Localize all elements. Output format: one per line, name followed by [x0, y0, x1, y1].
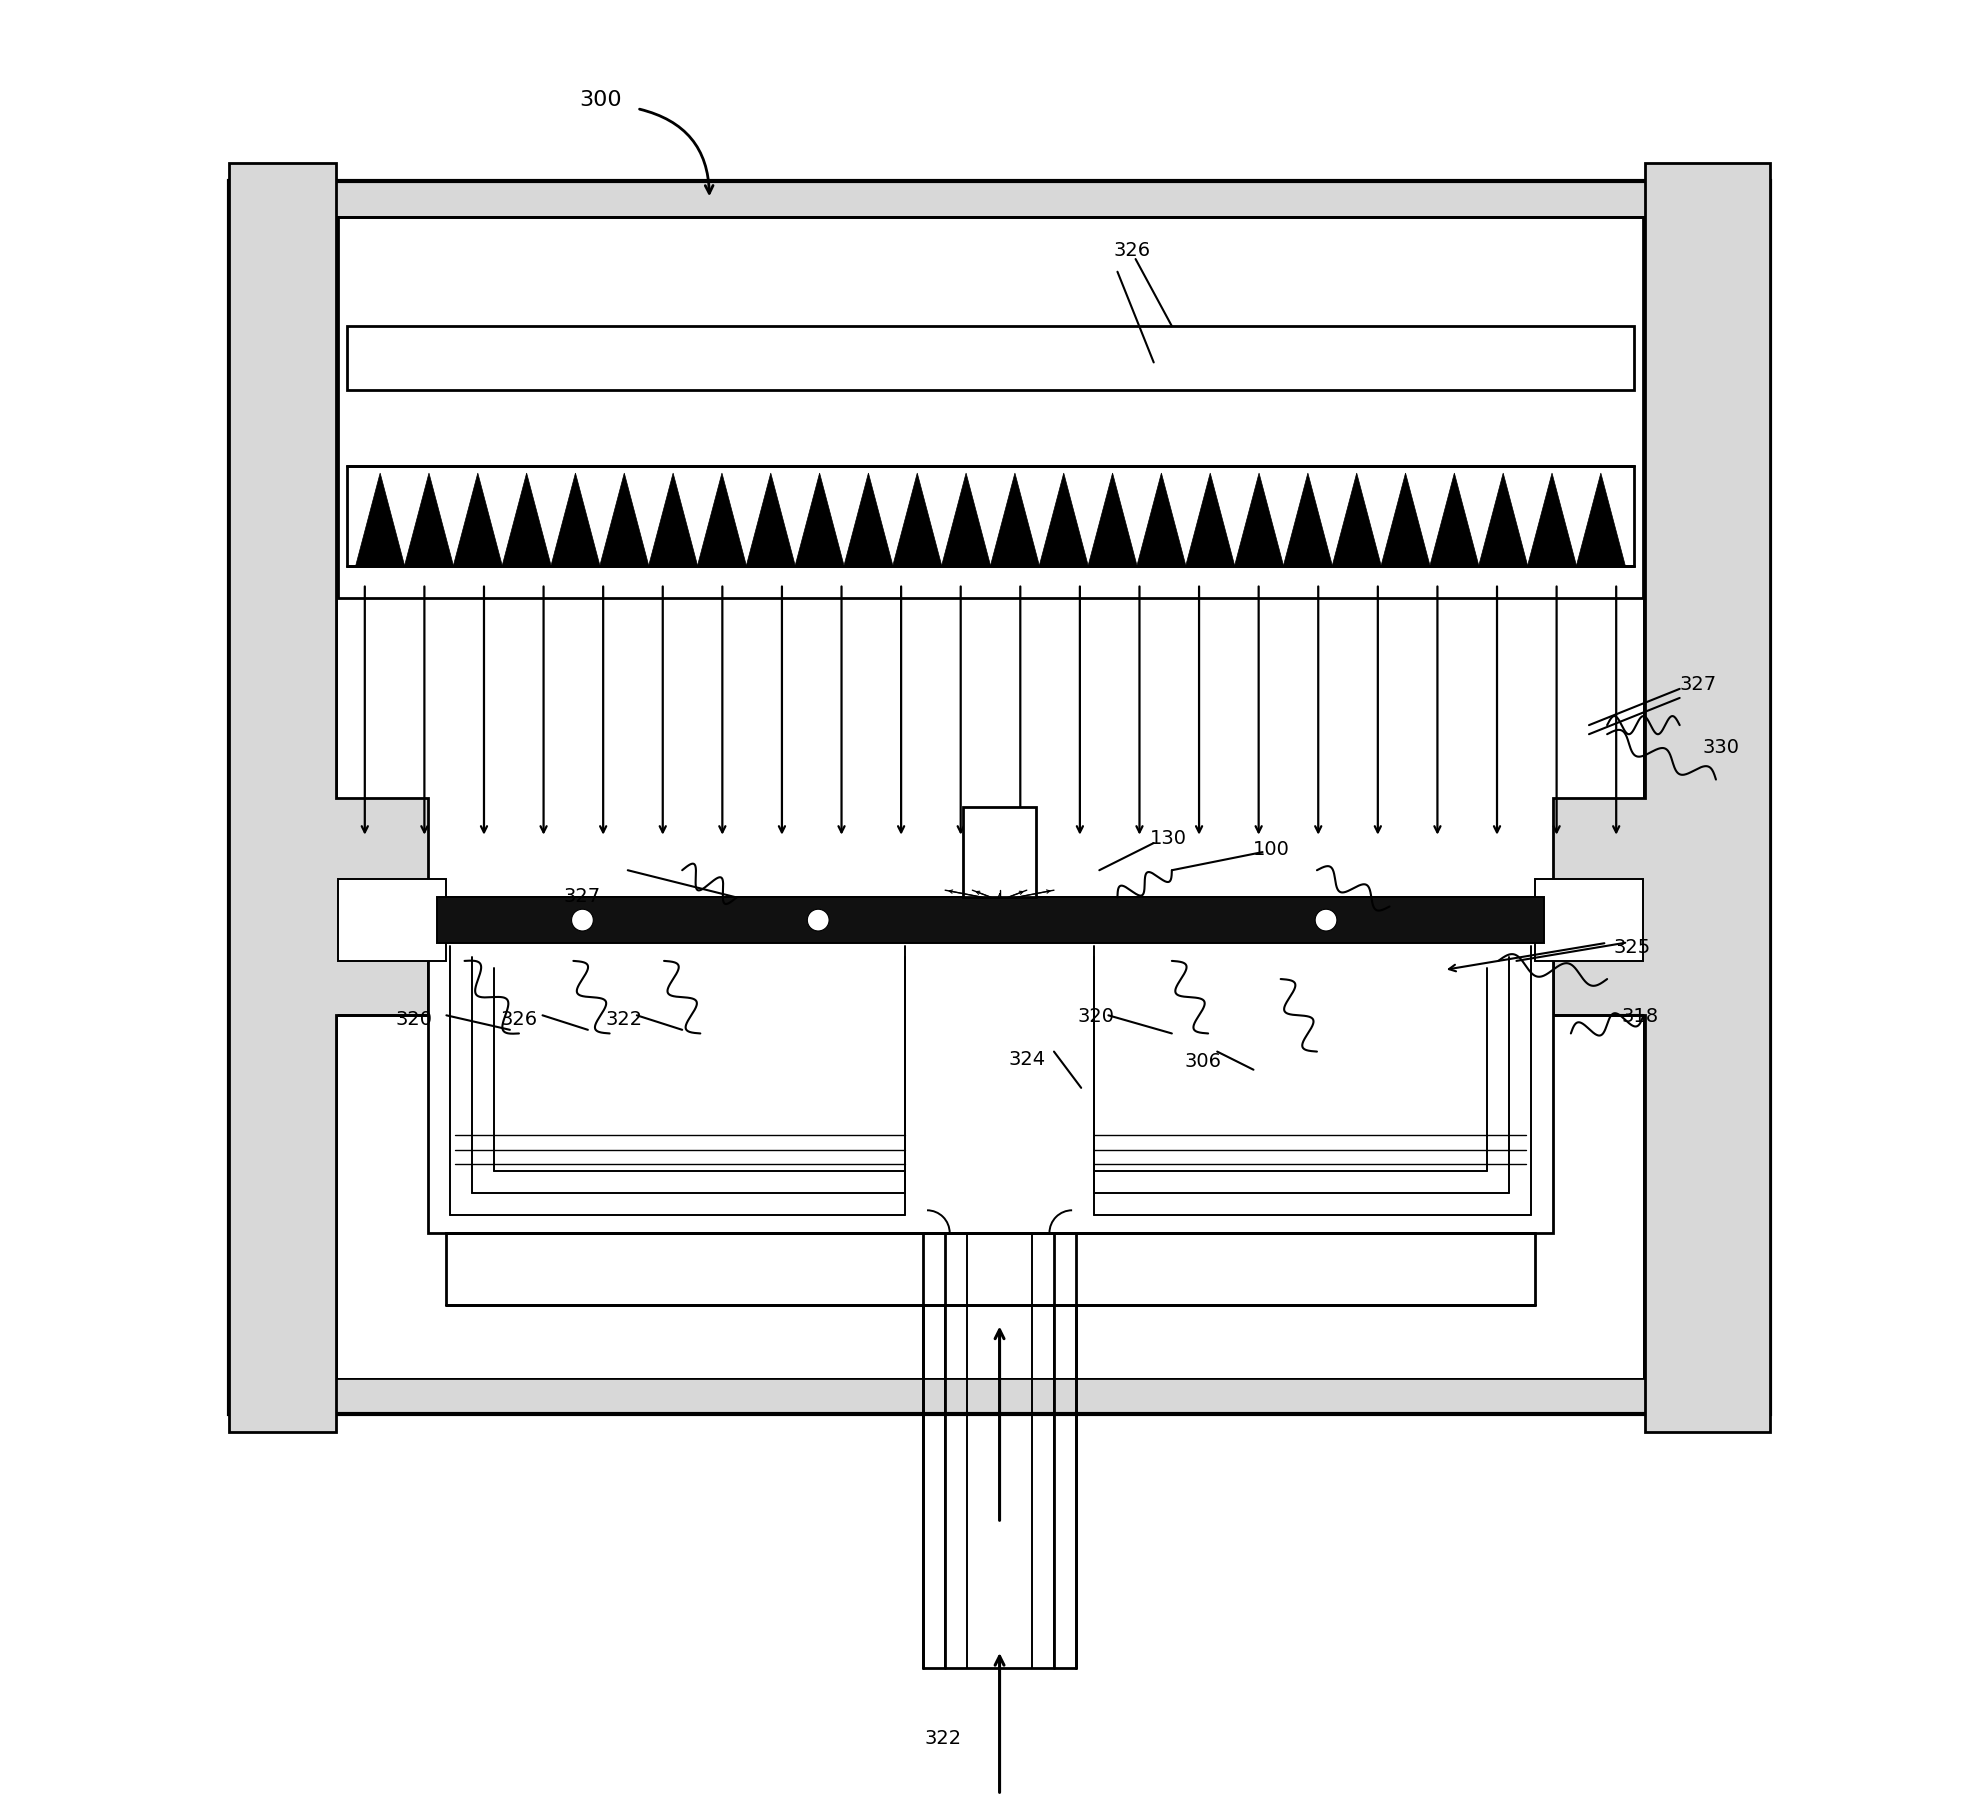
Polygon shape — [1527, 473, 1576, 566]
Bar — [228, 181, 1770, 1415]
Text: 322: 322 — [606, 1010, 642, 1029]
Polygon shape — [1283, 473, 1333, 566]
Bar — [346, 327, 1633, 390]
Polygon shape — [453, 473, 503, 566]
Polygon shape — [1380, 473, 1430, 566]
Text: 318: 318 — [1620, 1007, 1657, 1025]
Bar — [962, 807, 1036, 898]
Polygon shape — [940, 473, 990, 566]
Polygon shape — [893, 473, 940, 566]
Text: 327: 327 — [1679, 675, 1715, 693]
Polygon shape — [746, 473, 794, 566]
Polygon shape — [647, 473, 697, 566]
Bar — [1534, 880, 1643, 961]
Bar — [438, 898, 1542, 943]
Bar — [364, 390, 1616, 466]
Circle shape — [1315, 909, 1336, 931]
Polygon shape — [1040, 473, 1087, 566]
Bar — [337, 218, 1643, 1379]
Polygon shape — [404, 473, 453, 566]
Text: 320: 320 — [1077, 1007, 1113, 1025]
Polygon shape — [503, 473, 550, 566]
Text: 324: 324 — [1008, 1050, 1045, 1068]
Polygon shape — [356, 473, 404, 566]
Bar — [428, 898, 1552, 1234]
Text: 130: 130 — [1148, 829, 1186, 847]
Text: 320: 320 — [396, 1010, 432, 1029]
Text: 306: 306 — [1184, 1052, 1220, 1070]
Polygon shape — [1430, 473, 1477, 566]
Text: 330: 330 — [1703, 738, 1738, 756]
Polygon shape — [1087, 473, 1137, 566]
Circle shape — [808, 909, 830, 931]
Polygon shape — [228, 163, 428, 1433]
Polygon shape — [1186, 473, 1234, 566]
Polygon shape — [1333, 473, 1380, 566]
Polygon shape — [1137, 473, 1186, 566]
Polygon shape — [794, 473, 843, 566]
Text: 326: 326 — [501, 1010, 537, 1029]
Polygon shape — [1552, 163, 1770, 1433]
Polygon shape — [697, 473, 746, 566]
Polygon shape — [843, 473, 893, 566]
Text: 300: 300 — [578, 91, 622, 111]
Polygon shape — [600, 473, 647, 566]
Bar — [346, 466, 1633, 566]
Bar — [337, 880, 446, 961]
Text: 327: 327 — [564, 887, 600, 905]
Polygon shape — [1234, 473, 1283, 566]
Polygon shape — [550, 473, 600, 566]
Polygon shape — [1576, 473, 1624, 566]
Text: 326: 326 — [1113, 241, 1150, 261]
Bar — [337, 218, 1643, 1379]
Text: 322: 322 — [925, 1727, 962, 1747]
Bar — [337, 218, 1643, 599]
Circle shape — [572, 909, 594, 931]
Polygon shape — [990, 473, 1040, 566]
Polygon shape — [1477, 473, 1527, 566]
Text: 100: 100 — [1253, 840, 1289, 858]
Bar — [449, 1235, 1531, 1304]
Text: 325: 325 — [1614, 938, 1649, 956]
